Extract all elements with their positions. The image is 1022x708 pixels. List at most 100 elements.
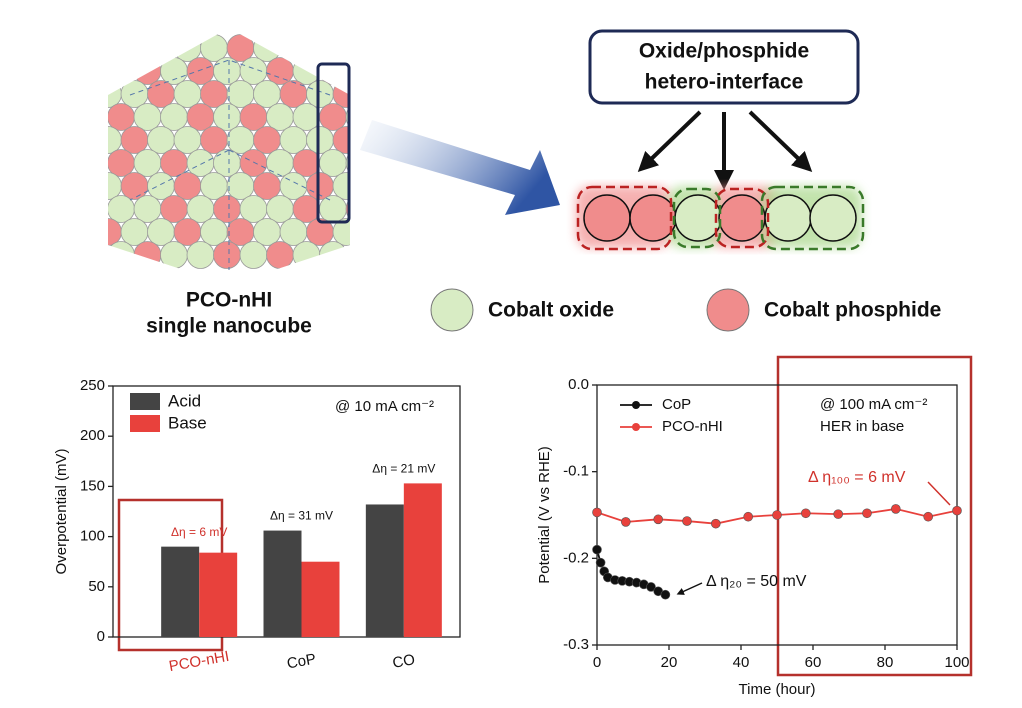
atom <box>186 241 215 269</box>
arrow <box>637 110 702 172</box>
atom <box>226 80 255 108</box>
highlight-box <box>316 62 351 224</box>
atom <box>345 241 350 269</box>
atom <box>173 172 202 200</box>
legend-swatch <box>706 288 750 332</box>
atom <box>200 80 228 108</box>
marker <box>923 511 934 522</box>
atom <box>345 149 350 177</box>
y-tick-label: 250 <box>80 377 105 394</box>
title-box <box>588 29 860 105</box>
marker <box>592 507 602 518</box>
marker <box>682 516 692 526</box>
y-tick-label: -0.2 <box>563 549 589 566</box>
atom <box>332 80 350 108</box>
y-tick-label: -0.1 <box>563 463 589 480</box>
atom <box>266 195 294 223</box>
marker <box>862 508 872 519</box>
atom <box>266 103 294 131</box>
nanocube <box>108 34 350 270</box>
arrow <box>748 110 813 172</box>
atom <box>292 241 321 269</box>
atom <box>306 126 334 154</box>
box-title: Oxide/phosphide <box>639 40 809 63</box>
caption: single nanocube <box>146 315 312 338</box>
atom <box>253 172 281 200</box>
annotation-arrow <box>676 582 703 595</box>
atom <box>200 34 228 62</box>
bar <box>199 552 238 637</box>
y-tick-label: 0 <box>97 628 105 645</box>
atom <box>213 103 241 131</box>
atom <box>332 218 350 246</box>
atom <box>279 172 308 200</box>
atom <box>213 149 241 177</box>
annotation: @ 100 mA cm⁻² <box>820 396 927 413</box>
atom <box>173 34 202 62</box>
atom <box>279 80 308 108</box>
x-tick-label: 40 <box>733 654 750 671</box>
atom <box>173 126 202 154</box>
atom <box>253 80 281 108</box>
atom <box>133 241 162 269</box>
legend-label: Base <box>168 413 207 432</box>
y-tick-label: 50 <box>88 578 105 595</box>
marker <box>743 511 754 522</box>
atom <box>133 57 162 85</box>
atom <box>108 241 135 269</box>
bar <box>301 561 340 637</box>
legend-marker <box>632 401 640 409</box>
atom <box>108 57 135 85</box>
atom <box>186 103 215 131</box>
y-axis-label: Overpotential (mV) <box>53 449 70 575</box>
atom <box>108 34 122 62</box>
atom <box>147 126 175 154</box>
atom <box>279 218 308 246</box>
caption: PCO-nHI <box>186 289 272 312</box>
annotation: Δη = 6 mV <box>171 525 227 539</box>
bar <box>161 546 200 637</box>
atom <box>226 172 255 200</box>
atom <box>120 34 149 62</box>
atom <box>200 218 228 246</box>
marker <box>833 509 844 519</box>
atom <box>239 149 268 177</box>
annotation: Δ η₁₀₀ = 6 mV <box>808 469 906 486</box>
atom <box>292 103 321 131</box>
atom <box>213 241 241 269</box>
atom <box>186 195 215 223</box>
annotation: Δ η₂₀ = 50 mV <box>706 573 807 590</box>
atom <box>319 149 347 177</box>
x-tick-label: 0 <box>593 654 601 671</box>
atom <box>239 195 268 223</box>
atom <box>160 241 188 269</box>
marker <box>620 517 631 527</box>
atom <box>133 195 162 223</box>
atom <box>226 34 255 62</box>
atom <box>306 80 334 108</box>
atom <box>147 34 175 62</box>
legend-label: Acid <box>168 391 201 410</box>
atom <box>120 126 149 154</box>
x-axis-label: Time (hour) <box>739 681 816 698</box>
marker <box>646 582 656 592</box>
x-tick-label: 20 <box>661 654 678 671</box>
legend-label: Cobalt oxide <box>488 299 614 322</box>
annotation: @ 10 mA cm⁻² <box>335 398 434 415</box>
legend-swatch <box>130 415 160 432</box>
atom <box>133 103 162 131</box>
atom <box>213 57 241 85</box>
atom <box>292 195 321 223</box>
annotation: Δη = 31 mV <box>270 509 333 523</box>
marker <box>595 557 606 568</box>
atom <box>292 57 321 85</box>
y-tick-label: 150 <box>80 477 105 494</box>
atom <box>160 103 188 131</box>
atom <box>332 34 350 62</box>
atom <box>186 57 215 85</box>
x-tick-label: CO <box>391 651 416 672</box>
atom <box>279 126 308 154</box>
atom <box>332 172 350 200</box>
atom <box>200 126 228 154</box>
atom <box>266 57 294 85</box>
